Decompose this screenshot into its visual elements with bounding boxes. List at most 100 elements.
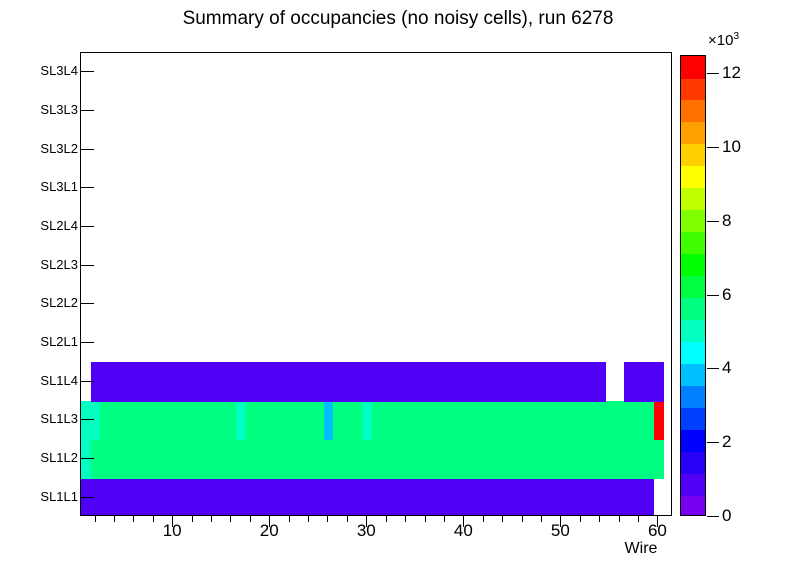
- heatmap-cell: [537, 401, 548, 441]
- heatmap-cell: [420, 362, 431, 402]
- heatmap-cell: [226, 439, 237, 479]
- y-axis-label-sl1l3: SL1L3: [40, 411, 78, 427]
- heatmap-cell: [148, 439, 160, 479]
- heatmap-cell: [556, 401, 567, 441]
- heatmap-cell: [478, 478, 490, 515]
- heatmap-cell: [440, 439, 451, 479]
- heatmap-cell: [634, 362, 645, 402]
- color-scale-band: [681, 429, 705, 452]
- heatmap-cell: [158, 478, 169, 515]
- y-axis-label-sl1l2: SL1L2: [40, 450, 78, 465]
- heatmap-cell: [653, 362, 664, 402]
- heatmap-cell: [110, 401, 121, 441]
- heatmap-cell: [643, 439, 655, 479]
- heatmap-cell: [362, 362, 373, 402]
- heatmap-cell: [168, 401, 179, 441]
- y-axis-tick: [80, 226, 94, 227]
- heatmap-cell: [313, 401, 325, 441]
- x-axis-minor-tick: [424, 516, 426, 522]
- x-axis-minor-tick: [308, 516, 310, 522]
- heatmap-cell: [90, 439, 101, 479]
- heatmap-cell: [110, 478, 121, 515]
- heatmap-cell: [226, 362, 237, 402]
- heatmap-cell: [216, 401, 228, 441]
- heatmap-cell: [313, 439, 325, 479]
- heatmap-cell: [255, 478, 266, 515]
- heatmap-cell: [575, 439, 587, 479]
- heatmap-cell: [168, 362, 179, 402]
- page-title: Summary of occupancies (no noisy cells),…: [182, 8, 614, 29]
- heatmap-cell: [430, 439, 441, 479]
- heatmap-cell: [643, 478, 655, 515]
- heatmap-cell: [313, 478, 325, 515]
- heatmap-cell: [90, 362, 101, 402]
- heatmap-cell: [546, 362, 558, 402]
- heatmap-cell: [265, 439, 276, 479]
- heatmap-cell: [187, 362, 199, 402]
- heatmap-cell: [100, 362, 111, 402]
- y-axis-label-sl1l4: SL1L4: [40, 372, 78, 388]
- heatmap-cell: [546, 401, 558, 441]
- heatmap-cell: [90, 401, 101, 441]
- heatmap-cell: [129, 478, 140, 515]
- heatmap-cell: [381, 362, 393, 402]
- color-scale-tick-label: 8: [722, 210, 732, 230]
- heatmap-cell: [605, 478, 616, 515]
- color-scale-tick-label: 6: [722, 284, 732, 304]
- heatmap-cell: [352, 401, 364, 441]
- x-axis-major-tick: [657, 516, 659, 527]
- exponent-power: 3: [733, 31, 740, 42]
- heatmap-cell: [333, 401, 344, 441]
- heatmap-cell: [372, 401, 383, 441]
- heatmap-cell: [245, 439, 257, 479]
- heatmap-cell: [381, 478, 393, 515]
- heatmap-cell: [381, 401, 393, 441]
- heatmap-cell: [595, 362, 606, 402]
- heatmap-cell: [236, 362, 247, 402]
- x-axis-minor-tick: [113, 516, 115, 522]
- heatmap-cell: [362, 439, 373, 479]
- x-axis-minor-tick: [288, 516, 290, 522]
- x-axis-minor-tick: [191, 516, 193, 522]
- heatmap-cell: [556, 439, 567, 479]
- heatmap-cell: [498, 439, 509, 479]
- heatmap-cell: [187, 401, 199, 441]
- heatmap-cell: [343, 439, 354, 479]
- heatmap-cell: [178, 362, 189, 402]
- heatmap-cell: [478, 439, 490, 479]
- y-axis-label-sl3l2: SL3L2: [40, 140, 78, 156]
- heatmap-cell: [275, 401, 286, 441]
- heatmap-cell: [284, 478, 296, 515]
- heatmap-cell: [333, 478, 344, 515]
- heatmap-cell: [537, 362, 548, 402]
- y-axis-tick: [80, 264, 94, 266]
- x-axis-minor-tick: [482, 516, 484, 522]
- x-axis-minor-tick: [94, 516, 96, 522]
- color-scale-band: [681, 165, 705, 189]
- heatmap-cell: [546, 439, 558, 479]
- heatmap-cell: [401, 478, 412, 515]
- color-scale-tick: [707, 220, 719, 222]
- heatmap-cell: [517, 362, 529, 402]
- heatmap-cell: [119, 478, 131, 515]
- heatmap-cell: [410, 362, 422, 402]
- y-axis-label-sl2l4: SL2L4: [40, 218, 78, 233]
- heatmap-cell: [304, 401, 315, 441]
- heatmap-grid: [81, 53, 671, 515]
- heatmap-cell: [323, 478, 334, 515]
- heatmap-cell: [362, 478, 373, 515]
- heatmap-cell: [304, 439, 315, 479]
- heatmap-cell: [129, 362, 140, 402]
- heatmap-cell: [139, 478, 150, 515]
- y-axis-tick: [80, 419, 94, 421]
- y-axis-label-sl2l2: SL2L2: [40, 295, 78, 311]
- heatmap-cell: [401, 401, 412, 441]
- heatmap-cell: [410, 478, 422, 515]
- heatmap-cell: [245, 478, 257, 515]
- heatmap-cell: [245, 401, 257, 441]
- heatmap-cell: [595, 478, 606, 515]
- heatmap-cell: [265, 362, 276, 402]
- heatmap-cell: [430, 478, 441, 515]
- heatmap-cell: [352, 362, 364, 402]
